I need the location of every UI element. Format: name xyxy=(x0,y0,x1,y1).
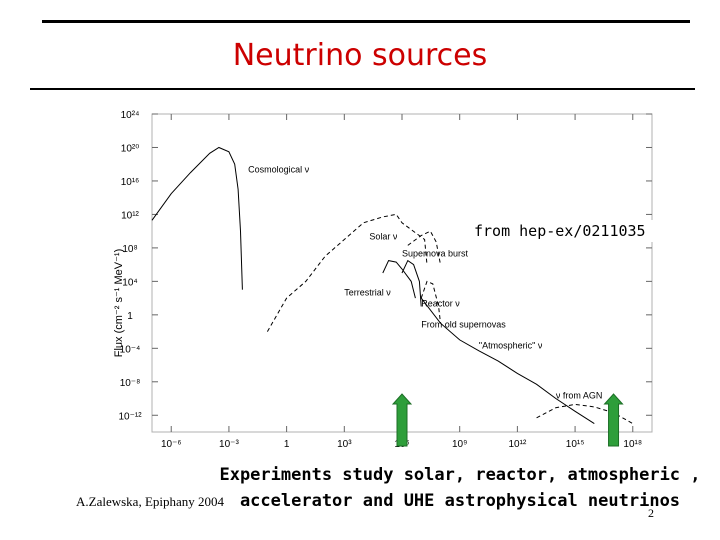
y-tick-label: 10¹⁶ xyxy=(121,177,140,188)
series-annotation: From old supernovas xyxy=(421,320,506,330)
highlight-arrow xyxy=(391,393,413,447)
chart: Flux (cm⁻² s⁻¹ MeV⁻¹) 10⁻⁶10⁻³110³10⁶10⁹… xyxy=(106,108,662,452)
series-line xyxy=(420,280,441,324)
chart-background xyxy=(106,108,662,452)
series-annotation: Reactor ν xyxy=(421,298,460,308)
series-annotation: Supernova burst xyxy=(402,248,469,258)
series-annotation: "Atmospheric" ν xyxy=(479,340,543,350)
x-tick-label: 10⁹ xyxy=(452,439,467,450)
top-rule-1 xyxy=(42,20,690,23)
series-annotation: Solar ν xyxy=(369,232,398,242)
y-tick-label: 10⁴ xyxy=(122,277,137,288)
slide-number: 2 xyxy=(648,506,654,520)
y-tick-label: 10⁻⁴ xyxy=(120,344,141,355)
x-tick-label: 10⁻³ xyxy=(219,439,239,450)
caption: Experiments study solar, reactor, atmosp… xyxy=(210,462,710,514)
source-note: from hep-ex/0211035 xyxy=(470,220,664,242)
series-line xyxy=(420,297,595,425)
x-tick-label: 10³ xyxy=(337,439,352,450)
y-tick-label: 10¹² xyxy=(121,210,139,221)
caption-line-2: accelerator and UHE astrophysical neutri… xyxy=(239,491,681,511)
annotations: Cosmological ν Solar ν Supernova burst Terr… xyxy=(248,165,602,401)
x-tick-label: 1 xyxy=(284,439,290,450)
series-annotation: ν from AGN xyxy=(556,391,603,401)
y-axis-label: Flux (cm⁻² s⁻¹ MeV⁻¹) xyxy=(113,249,125,357)
y-tick-label: 10⁸ xyxy=(122,244,137,255)
y-tick-label: 1 xyxy=(127,311,133,322)
y-tick-label: 10⁻¹² xyxy=(118,411,142,422)
x-tick-label: 10¹⁸ xyxy=(623,439,642,450)
x-tick-label: 10⁻⁶ xyxy=(161,439,182,450)
arrows xyxy=(391,393,624,447)
caption-line-1: Experiments study solar, reactor, atmosp… xyxy=(219,465,701,485)
series-annotation: Cosmological ν xyxy=(248,165,310,175)
series-line xyxy=(401,259,422,307)
footer: A.Zalewska, Epiphany 2004 xyxy=(76,494,225,509)
y-tick-label: 10²⁴ xyxy=(121,110,140,121)
highlight-arrow xyxy=(603,393,624,447)
y-tick-label: 10²⁰ xyxy=(121,143,139,154)
series-line xyxy=(151,146,243,290)
x-tick-label: 10¹⁵ xyxy=(566,439,585,450)
top-rule-2 xyxy=(30,88,695,90)
series-line xyxy=(382,260,416,299)
ticks: 10⁻⁶10⁻³110³10⁶10⁹10¹²10¹⁵10¹⁸10²⁴10²⁰10… xyxy=(118,110,652,450)
y-tick-label: 10⁻⁸ xyxy=(120,378,141,389)
x-tick-label: 10¹² xyxy=(508,439,526,450)
series-annotation: Terrestrial ν xyxy=(344,288,391,298)
slide-title: Neutrino sources xyxy=(232,38,488,73)
